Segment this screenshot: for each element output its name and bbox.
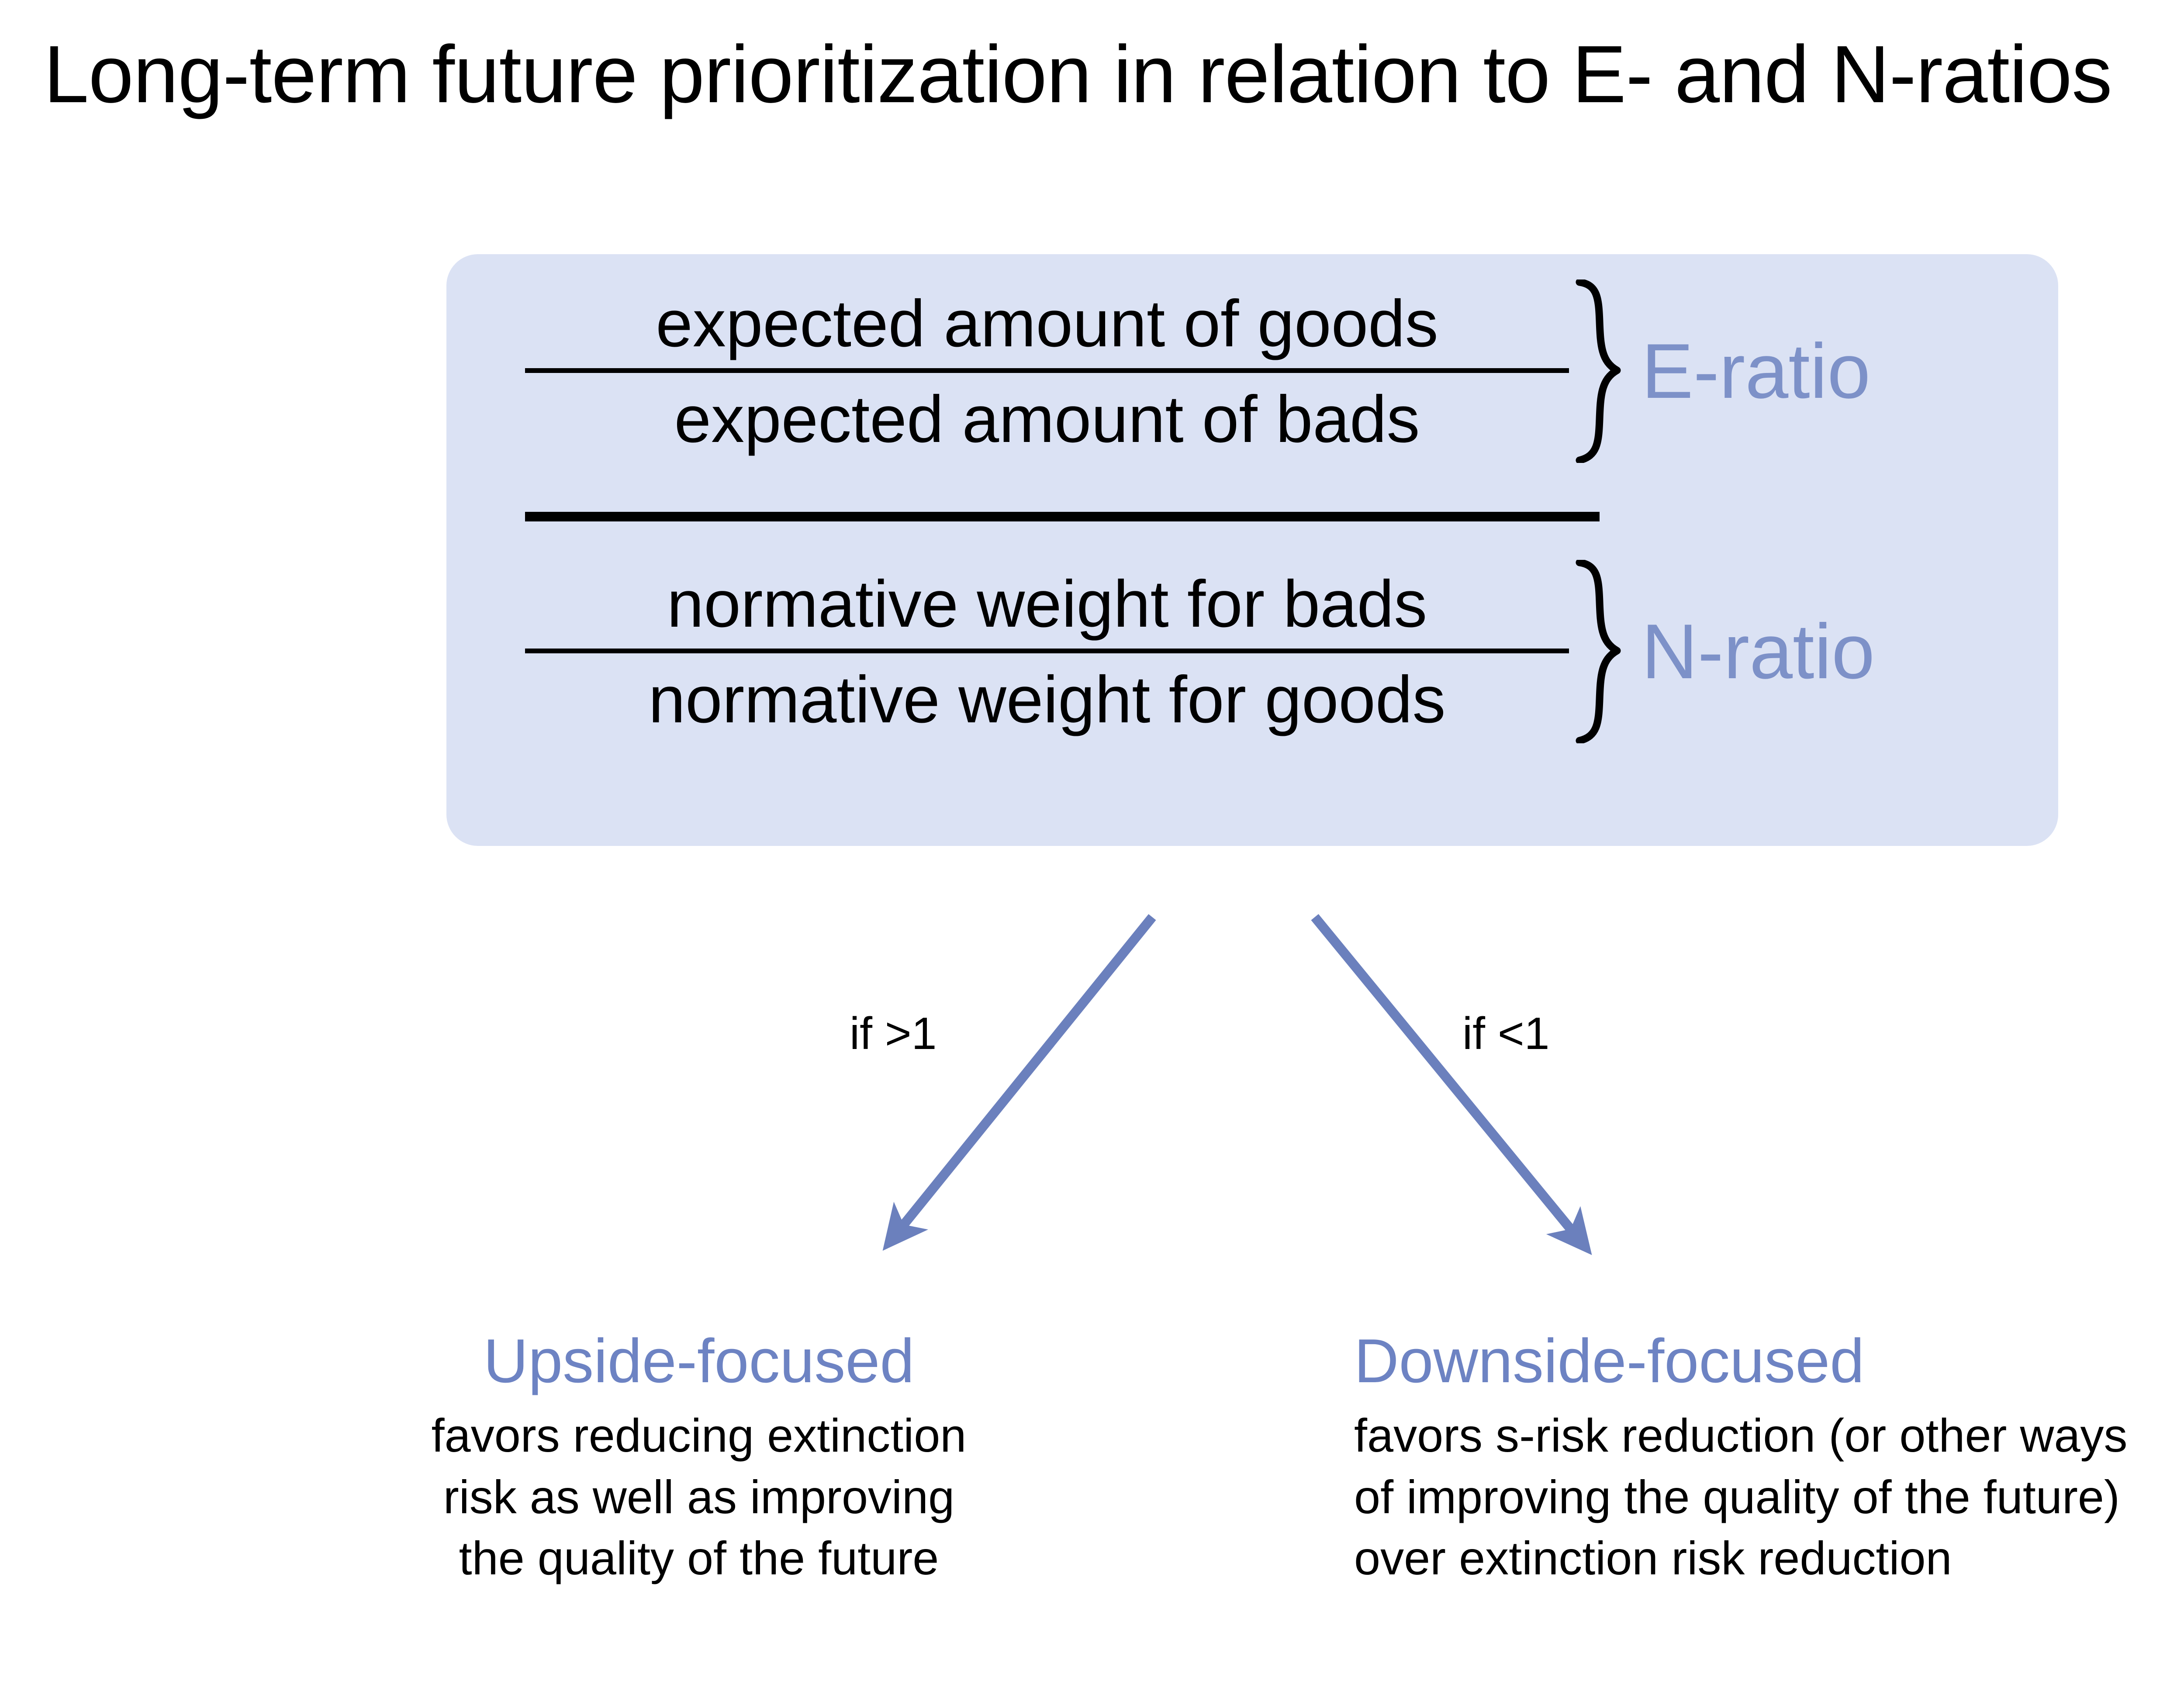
- n-ratio-denominator: normative weight for goods: [648, 662, 1446, 737]
- right-curly-brace-icon: [1576, 560, 1621, 743]
- right-curly-brace-icon: [1576, 279, 1621, 463]
- downside-body-line: over extinction risk reduction: [1354, 1532, 1952, 1585]
- n-ratio-label: N-ratio: [1641, 608, 1875, 695]
- e-ratio-numerator: expected amount of goods: [656, 286, 1438, 361]
- condition-label-less-than-one: if <1: [1462, 1008, 1550, 1059]
- condition-label-greater-than-one: if >1: [850, 1008, 937, 1059]
- e-ratio-denominator: expected amount of bads: [674, 382, 1420, 456]
- upside-focused-column: Upside-focused favors reducing extinctio…: [271, 1328, 1127, 1589]
- arrow-to-upside: [882, 914, 1156, 1251]
- arrow-to-downside: [1311, 914, 1592, 1255]
- upside-body-line: favors reducing extinction: [431, 1409, 967, 1462]
- downside-body-line: of improving the quality of the future): [1354, 1470, 2120, 1523]
- upside-focused-body: favors reducing extinction risk as well …: [432, 1405, 967, 1589]
- downside-focused-body: favors s-risk reduction (or other ways o…: [1354, 1405, 2128, 1589]
- upside-body-line: risk as well as improving: [443, 1470, 955, 1523]
- downside-body-line: favors s-risk reduction (or other ways: [1354, 1409, 2128, 1462]
- e-ratio-label: E-ratio: [1641, 328, 1871, 414]
- ratio-formula-panel: expected amount of goods expected amount…: [446, 254, 2058, 846]
- n-ratio-block: normative weight for bads normative weig…: [525, 560, 1875, 743]
- n-ratio-fraction: normative weight for bads normative weig…: [525, 571, 1569, 733]
- main-fraction-bar: [525, 512, 1600, 521]
- upside-body-line: the quality of the future: [459, 1532, 939, 1585]
- page-title: Long-term future prioritization in relat…: [44, 29, 2112, 120]
- downside-focused-column: Downside-focused favors s-risk reduction…: [1354, 1328, 2184, 1589]
- e-ratio-fraction-bar: [525, 368, 1569, 373]
- upside-focused-heading: Upside-focused: [483, 1326, 915, 1396]
- n-ratio-fraction-bar: [525, 648, 1569, 653]
- n-ratio-numerator: normative weight for bads: [667, 566, 1427, 641]
- e-ratio-fraction: expected amount of goods expected amount…: [525, 290, 1569, 452]
- e-ratio-block: expected amount of goods expected amount…: [525, 279, 1870, 463]
- downside-focused-heading: Downside-focused: [1354, 1326, 1865, 1396]
